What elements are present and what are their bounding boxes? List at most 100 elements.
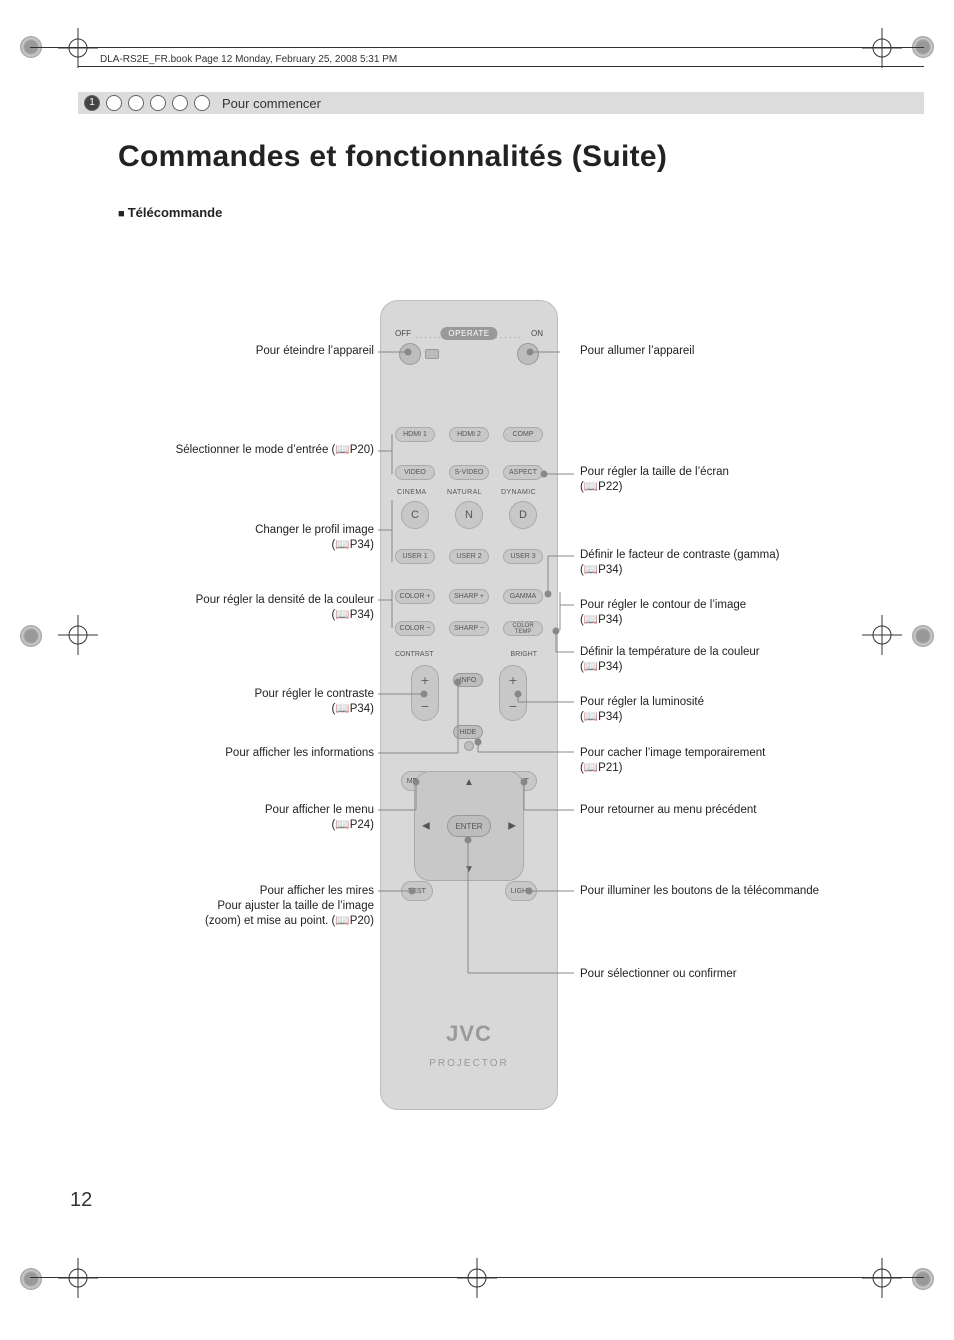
natural-button: N — [455, 501, 483, 529]
dpad-down-icon: ▼ — [464, 864, 474, 875]
callout-text: Pour régler le contraste — [254, 688, 374, 700]
callout-test: Pour afficher les mires Pour ajuster la … — [205, 884, 374, 929]
callout-bright: Pour régler la luminosité (📖P34) — [580, 695, 704, 725]
aspect-button: ASPECT — [503, 465, 543, 480]
gamma-button: GAMMA — [503, 589, 543, 604]
callout-contrast: Pour régler le contraste (📖P34) — [254, 687, 374, 717]
step-dot — [106, 95, 122, 111]
comp-button: COMP — [503, 427, 543, 442]
callout-text: (zoom) et mise au point. (📖P20) — [205, 915, 374, 927]
step-dot — [150, 95, 166, 111]
registration-mark — [58, 28, 98, 68]
callout-ref: (📖P34) — [332, 609, 374, 621]
light-button: LIGHT — [505, 881, 537, 901]
callout-ref: (📖P34) — [580, 661, 622, 673]
callout-text: Définir le facteur de contraste (gamma) — [580, 549, 779, 561]
registration-mark — [58, 615, 98, 655]
callout-color: Pour régler la densité de la couleur (📖P… — [196, 593, 374, 623]
registration-mark — [862, 615, 902, 655]
dpad: ▲ ▼ ◀ ▶ ENTER — [414, 771, 524, 881]
callout-text: Pour ajuster la taille de l’image — [217, 900, 374, 912]
callout-ref: (📖P34) — [332, 703, 374, 715]
cinema-button: C — [401, 501, 429, 529]
user3-button: USER 3 — [503, 549, 543, 564]
dpad-left-icon: ◀ — [422, 821, 430, 832]
natural-label: NATURAL — [447, 489, 482, 496]
page-number: 12 — [70, 1189, 92, 1212]
callout-text: Pour afficher le menu — [265, 804, 374, 816]
sharp-minus-button: SHARP − — [449, 621, 489, 636]
callout-text: Changer le profil image — [255, 524, 374, 536]
step-dot — [172, 95, 188, 111]
callout-menu: Pour afficher le menu (📖P24) — [265, 803, 374, 833]
callout-ref: (📖P22) — [580, 481, 622, 493]
callout-text: Pour afficher les mires — [260, 885, 374, 897]
on-label: ON — [531, 329, 543, 338]
dotted-line: ······ — [415, 333, 443, 342]
callout-ref: (📖P34) — [580, 614, 622, 626]
callout-text: Pour cacher l’image temporairement — [580, 747, 765, 759]
book-meta: DLA-RS2E_FR.book Page 12 Monday, Februar… — [100, 54, 397, 65]
callout-enter: Pour sélectionner ou confirmer — [580, 967, 737, 982]
page-title: Commandes et fonctionnalités (Suite) — [118, 140, 667, 174]
power-on-button — [517, 343, 539, 365]
chapter-bar: Pour commencer — [78, 92, 924, 114]
dynamic-button: D — [509, 501, 537, 529]
callout-hide: Pour cacher l’image temporairement (📖P21… — [580, 746, 765, 776]
corner-dot — [912, 625, 934, 647]
hdmi2-button: HDMI 2 — [449, 427, 489, 442]
remote-control-diagram: OFF ······ OPERATE ······ ON HDMI 1 HDMI… — [380, 300, 558, 1110]
color-temp-button: COLOR TEMP — [503, 621, 543, 636]
section-label: Télécommande — [118, 205, 222, 220]
bright-rocker: +− — [499, 665, 527, 721]
hdmi1-button: HDMI 1 — [395, 427, 435, 442]
user1-button: USER 1 — [395, 549, 435, 564]
callout-ref: (📖P34) — [580, 711, 622, 723]
divider — [78, 66, 924, 67]
chapter-label: Pour commencer — [222, 96, 321, 111]
cinema-label: CINEMA — [397, 489, 427, 496]
callout-text: Définir la température de la couleur — [580, 646, 760, 658]
callout-ref: (📖P24) — [332, 819, 374, 831]
hide-button: HIDE — [453, 725, 483, 739]
callout-input: Sélectionner le mode d’entrée (📖P20) — [176, 443, 374, 458]
corner-dot — [20, 1268, 42, 1290]
contrast-label: CONTRAST — [395, 651, 434, 658]
registration-mark — [58, 1258, 98, 1298]
brand-subtitle: PROJECTOR — [429, 1058, 509, 1069]
callout-aspect: Pour régler la taille de l’écran (📖P22) — [580, 465, 729, 495]
crop-line — [30, 1277, 924, 1278]
power-off-button — [399, 343, 421, 365]
callout-light: Pour illuminer les boutons de la télécom… — [580, 884, 819, 899]
chapter-step-dots — [78, 95, 210, 111]
crop-line — [30, 47, 924, 48]
off-label: OFF — [395, 329, 411, 338]
enter-button: ENTER — [447, 815, 491, 837]
callout-sharp: Pour régler le contour de l’image (📖P34) — [580, 598, 746, 628]
svideo-button: S-VIDEO — [449, 465, 489, 480]
callout-text: Pour régler la luminosité — [580, 696, 704, 708]
callout-ref: (📖P21) — [580, 762, 622, 774]
callout-text: Pour régler la taille de l’écran — [580, 466, 729, 478]
color-minus-button: COLOR − — [395, 621, 435, 636]
step-dot — [128, 95, 144, 111]
registration-mark — [862, 28, 902, 68]
registration-mark — [862, 1258, 902, 1298]
callout-exit: Pour retourner au menu précédent — [580, 803, 756, 818]
dpad-up-icon: ▲ — [464, 777, 474, 788]
callout-ref: (📖P34) — [580, 564, 622, 576]
callout-info: Pour afficher les informations — [225, 746, 374, 761]
callout-profile: Changer le profil image (📖P34) — [255, 523, 374, 553]
callout-off: Pour éteindre l’appareil — [256, 344, 374, 359]
hide-dot — [464, 741, 474, 751]
callout-on: Pour allumer l’appareil — [580, 344, 694, 359]
corner-dot — [20, 625, 42, 647]
contrast-rocker: +− — [411, 665, 439, 721]
callout-ref: (📖P34) — [332, 539, 374, 551]
step-dot-1 — [84, 95, 100, 111]
remote-led — [425, 349, 439, 359]
callout-gamma: Définir le facteur de contraste (gamma) … — [580, 548, 779, 578]
user2-button: USER 2 — [449, 549, 489, 564]
operate-label: OPERATE — [440, 327, 497, 340]
callout-text: Pour régler la densité de la couleur — [196, 594, 374, 606]
